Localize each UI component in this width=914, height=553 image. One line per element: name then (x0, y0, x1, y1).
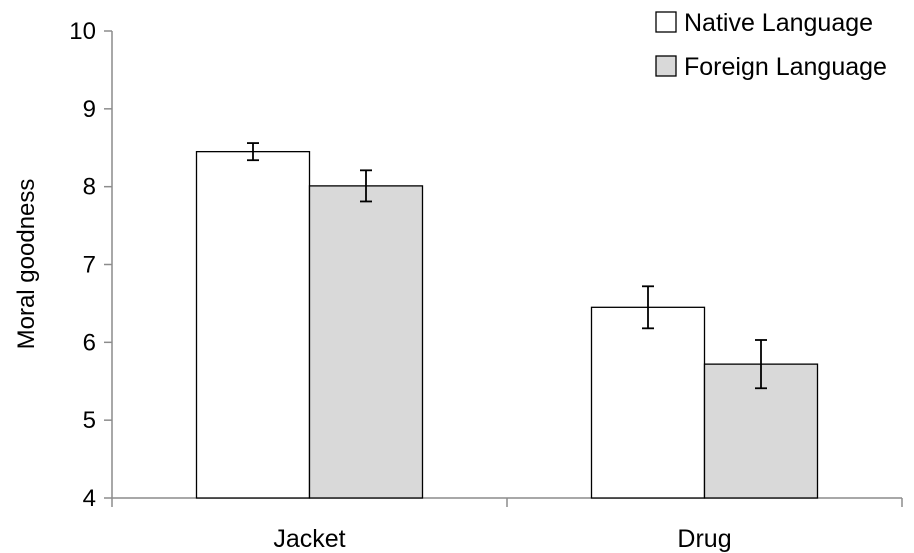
y-axis: 4 5 6 7 8 9 10 (69, 18, 113, 512)
legend-label: Native Language (684, 9, 873, 37)
bar-1-0 (308, 185, 424, 499)
legend: Native Language Foreign Language (655, 9, 887, 81)
x-category-label: Jacket (273, 525, 345, 553)
y-tick-label: 9 (83, 96, 96, 123)
y-ticks: 4 5 6 7 8 9 10 (69, 18, 112, 512)
legend-label: Foreign Language (684, 53, 887, 81)
legend-swatch-1 (655, 55, 677, 77)
bars (195, 150, 819, 499)
y-tick-label: 8 (83, 174, 96, 201)
y-axis-title: Moral goodness (13, 179, 40, 350)
x-category-label: Drug (677, 525, 731, 553)
x-ticks: Jacket Drug (111, 498, 903, 553)
error-bars (247, 142, 767, 390)
bar-0-0 (195, 150, 311, 499)
y-tick-label: 10 (69, 18, 96, 45)
y-tick-label: 5 (83, 407, 96, 434)
y-tick-label: 7 (83, 252, 96, 279)
legend-swatch-0 (655, 11, 677, 33)
y-tick-label: 6 (83, 329, 96, 356)
bar-0-1 (590, 306, 706, 499)
y-tick-label: 4 (83, 485, 96, 512)
x-axis: Jacket Drug (111, 497, 903, 553)
